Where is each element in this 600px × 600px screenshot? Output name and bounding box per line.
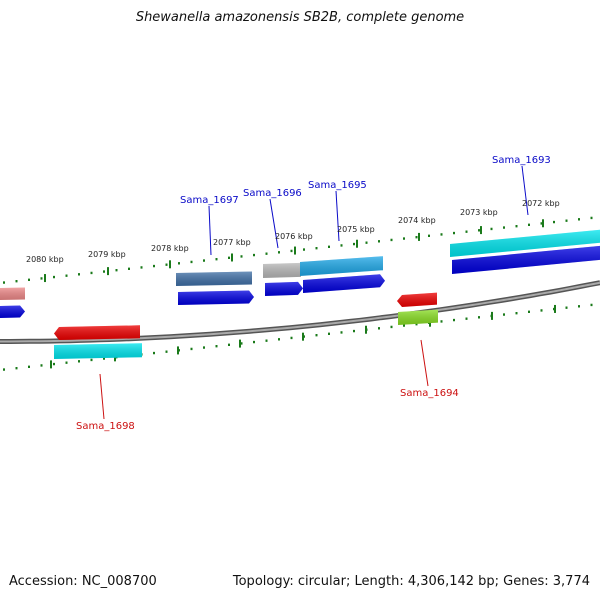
accession-label: Accession: xyxy=(9,574,82,589)
gene-label-bottom: Sama_1698 xyxy=(76,421,135,432)
scale-labels: 2080 kbp 2079 kbp 2078 kbp 2077 kbp 2076 kbp… xyxy=(26,199,560,264)
scale-label: 2079 kbp xyxy=(88,250,126,259)
scale-label: 2072 kbp xyxy=(522,199,560,208)
leader-line xyxy=(99,373,105,420)
gene-label-top: Sama_1697 xyxy=(180,195,239,206)
gene-feature-sama-1693-cyan-shade xyxy=(450,229,600,257)
scale-label: 2080 kbp xyxy=(26,255,64,264)
gene-feature-sama-1696-shade xyxy=(263,262,301,278)
scale-label: 2073 kbp xyxy=(460,208,498,217)
genes-value: 3,774 xyxy=(552,574,590,589)
topology-label: Topology: xyxy=(232,574,298,589)
genome-stats: Topology: circular; Length: 4,306,142 bp… xyxy=(233,574,590,589)
gene-feature-sama-1695-shade xyxy=(300,256,383,276)
gene-feature-blue-1697-shade xyxy=(178,290,254,305)
gene-labels: Sama_1697 Sama_1696 Sama_1695 Sama_1693 Sama… xyxy=(76,155,551,432)
accession-info: Accession: NC_008700 xyxy=(9,574,157,589)
gene-label-top: Sama_1696 xyxy=(243,188,302,199)
genome-backbone xyxy=(0,280,600,344)
gene-feature-sama-1693-blue-shade xyxy=(452,245,600,274)
gene-feature-sama-1698-red-shade xyxy=(54,325,140,340)
gene-feature-sama-1697-shade xyxy=(176,271,252,286)
accession-value: NC_008700 xyxy=(81,574,157,589)
scale-label: 2078 kbp xyxy=(151,244,189,253)
length-value: 4,306,142 bp xyxy=(407,574,495,589)
gene-features[interactable] xyxy=(0,229,600,359)
gene-label-top: Sama_1693 xyxy=(492,155,551,166)
gene-feature-sama-1694-red-shade xyxy=(397,292,437,307)
gene-feature-sama-1694-lime-shade xyxy=(398,309,438,325)
outer-scale-ticks xyxy=(3,216,593,284)
leader-line xyxy=(420,339,429,387)
gene-feature-blue-1696-shade xyxy=(265,281,303,296)
map-title: Shewanella amazonensis SB2B, complete ge… xyxy=(135,10,465,25)
leader-line xyxy=(269,198,279,249)
gene-feature-blue-partial-shade xyxy=(0,305,25,318)
gene-label-bottom: Sama_1694 xyxy=(400,388,459,399)
scale-label: 2076 kbp xyxy=(275,232,313,241)
scale-label: 2077 kbp xyxy=(213,238,251,247)
scale-label: 2075 kbp xyxy=(337,225,375,234)
topology-value: circular xyxy=(297,574,346,589)
scale-label: 2074 kbp xyxy=(398,216,436,225)
gene-label-top: Sama_1695 xyxy=(308,180,367,191)
length-label: ; Length: xyxy=(345,574,408,589)
gene-feature-sama-1698-cyan-shade xyxy=(54,343,142,359)
leader-line xyxy=(335,190,340,242)
backbone-highlight xyxy=(0,281,600,343)
gene-feature-pink-partial-shade xyxy=(0,287,25,300)
genes-label: ; Genes: xyxy=(494,574,553,589)
gene-feature-blue-1695-shade xyxy=(303,274,385,293)
leader-line xyxy=(521,165,529,216)
leader-line xyxy=(208,205,212,256)
